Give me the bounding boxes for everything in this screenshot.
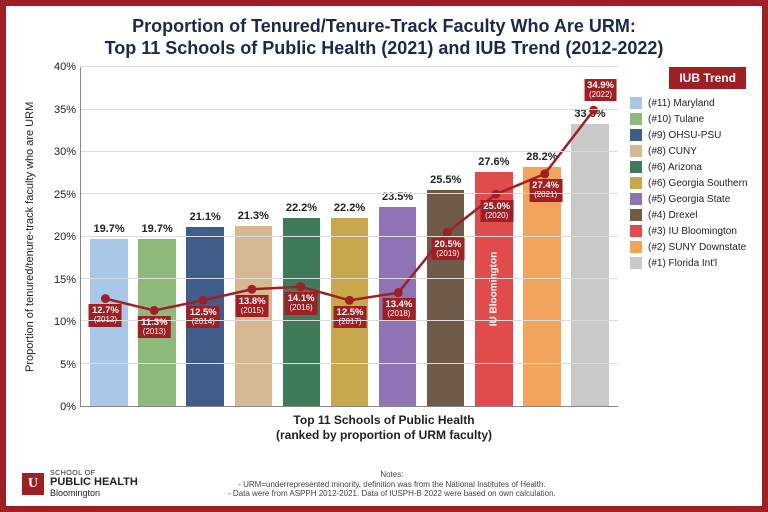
legend-label: (#10) Tulane <box>648 114 704 125</box>
trend-point-label: 12.5%(2014) <box>187 306 220 328</box>
legend-label: (#9) OHSU-PSU <box>648 130 721 141</box>
bar: 33.3% <box>571 124 609 406</box>
legend-label: (#5) Georgia State <box>648 194 730 205</box>
y-tick: 25% <box>54 189 76 201</box>
bar-inside-label: IU Bloomington <box>488 252 499 326</box>
y-tick: 10% <box>54 316 76 328</box>
iub-trend-badge: IUB Trend <box>669 67 746 89</box>
footer: U SCHOOL OF PUBLIC HEALTH Bloomington No… <box>22 470 746 498</box>
y-tick: 15% <box>54 274 76 286</box>
y-tick: 40% <box>54 61 76 73</box>
bar-value-label: 22.2% <box>334 202 365 214</box>
legend: (#11) Maryland (#10) Tulane (#9) OHSU-PSU (… <box>630 97 750 273</box>
legend-row: (#4) Drexel <box>630 209 750 221</box>
bar-value-label: 19.7% <box>142 223 173 235</box>
trend-point-label: 27.4%(2021) <box>529 179 562 201</box>
trend-point-label: 14.1%(2016) <box>285 292 318 314</box>
bar-slot: 27.6% IU Bloomington <box>470 67 518 406</box>
bar-value-label: 33.3% <box>574 108 605 120</box>
y-tick: 0% <box>60 401 76 413</box>
legend-row: (#8) CUNY <box>630 145 750 157</box>
trend-point-label: 34.9%(2022) <box>584 79 617 101</box>
trend-point-label: 12.5%(2017) <box>334 306 367 328</box>
bar-slot: 19.7% <box>85 67 133 406</box>
legend-row: (#5) Georgia State <box>630 193 750 205</box>
trend-point-label: 13.4%(2018) <box>382 298 415 320</box>
bar-slot: 28.2% <box>518 67 566 406</box>
trend-point-label: 12.7%(2012) <box>89 304 122 326</box>
bar-value-label: 28.2% <box>526 151 557 163</box>
bar-slot: 33.3% <box>566 67 614 406</box>
legend-label: (#8) CUNY <box>648 146 697 157</box>
bar-value-label: 25.5% <box>430 174 461 186</box>
y-axis: 0%5%10%15%20%25%30%35%40% <box>42 67 80 407</box>
legend-row: (#6) Georgia Southern <box>630 177 750 189</box>
trend-point-label: 13.8%(2015) <box>236 295 269 317</box>
bar-slot: 19.7% <box>133 67 181 406</box>
trend-point-label: 20.5%(2019) <box>431 238 464 260</box>
y-tick: 5% <box>60 359 76 371</box>
bar: 28.2% <box>523 167 561 406</box>
legend-label: (#6) Arizona <box>648 162 702 173</box>
plot-area: 19.7%19.7%21.1%21.3%22.2%22.2%23.5%25.5%… <box>80 67 618 407</box>
bar-value-label: 21.3% <box>238 210 269 222</box>
bar-slot: 23.5% <box>374 67 422 406</box>
bar: 25.5% <box>427 190 465 406</box>
legend-label: (#3) IU Bloomington <box>648 226 737 237</box>
chart-frame: Proportion of Tenured/Tenure-Track Facul… <box>0 0 768 512</box>
y-tick: 20% <box>54 231 76 243</box>
legend-swatch <box>630 257 642 269</box>
y-axis-label: Proportion of tenured/tenure-track facul… <box>22 67 38 407</box>
footnotes: Notes: - URM=underrepresented minority, … <box>150 470 634 498</box>
bars-container: 19.7%19.7%21.1%21.3%22.2%22.2%23.5%25.5%… <box>81 67 618 406</box>
legend-swatch <box>630 209 642 221</box>
legend-swatch <box>630 193 642 205</box>
legend-swatch <box>630 145 642 157</box>
iu-mark-icon: U <box>22 473 44 495</box>
bar-value-label: 21.1% <box>190 211 221 223</box>
chart-title: Proportion of Tenured/Tenure-Track Facul… <box>22 16 746 59</box>
legend-label: (#1) Florida Int'l <box>648 258 717 269</box>
bar-slot: 22.2% <box>325 67 373 406</box>
y-tick: 30% <box>54 146 76 158</box>
y-tick: 35% <box>54 104 76 116</box>
bar-value-label: 27.6% <box>478 156 509 168</box>
legend-row: (#11) Maryland <box>630 97 750 109</box>
legend-swatch <box>630 225 642 237</box>
legend-row: (#6) Arizona <box>630 161 750 173</box>
legend-swatch <box>630 97 642 109</box>
legend-label: (#2) SUNY Downstate <box>648 242 746 253</box>
x-axis-label: Top 11 Schools of Public Health (ranked … <box>22 413 746 442</box>
bar-slot: 21.3% <box>229 67 277 406</box>
legend-swatch <box>630 113 642 125</box>
legend-label: (#4) Drexel <box>648 210 697 221</box>
legend-row: (#9) OHSU-PSU <box>630 129 750 141</box>
legend-row: (#1) Florida Int'l <box>630 257 750 269</box>
iu-logo: U SCHOOL OF PUBLIC HEALTH Bloomington <box>22 470 138 498</box>
bar-slot: 21.1% <box>181 67 229 406</box>
bar-slot: 22.2% <box>277 67 325 406</box>
bar-slot: 25.5% <box>422 67 470 406</box>
legend-row: (#10) Tulane <box>630 113 750 125</box>
trend-point-label: 25.0%(2020) <box>480 200 513 222</box>
legend-row: (#3) IU Bloomington <box>630 225 750 237</box>
bar-value-label: 22.2% <box>286 202 317 214</box>
bar-value-label: 19.7% <box>93 223 124 235</box>
legend-area: IUB Trend (#11) Maryland (#10) Tulane (#9)… <box>618 67 746 407</box>
legend-swatch <box>630 241 642 253</box>
legend-swatch <box>630 129 642 141</box>
title-line-1: Proportion of Tenured/Tenure-Track Facul… <box>132 16 636 36</box>
legend-label: (#11) Maryland <box>648 98 715 109</box>
legend-row: (#2) SUNY Downstate <box>630 241 750 253</box>
legend-swatch <box>630 177 642 189</box>
legend-swatch <box>630 161 642 173</box>
legend-label: (#6) Georgia Southern <box>648 178 748 189</box>
title-line-2: Top 11 Schools of Public Health (2021) a… <box>105 38 664 58</box>
